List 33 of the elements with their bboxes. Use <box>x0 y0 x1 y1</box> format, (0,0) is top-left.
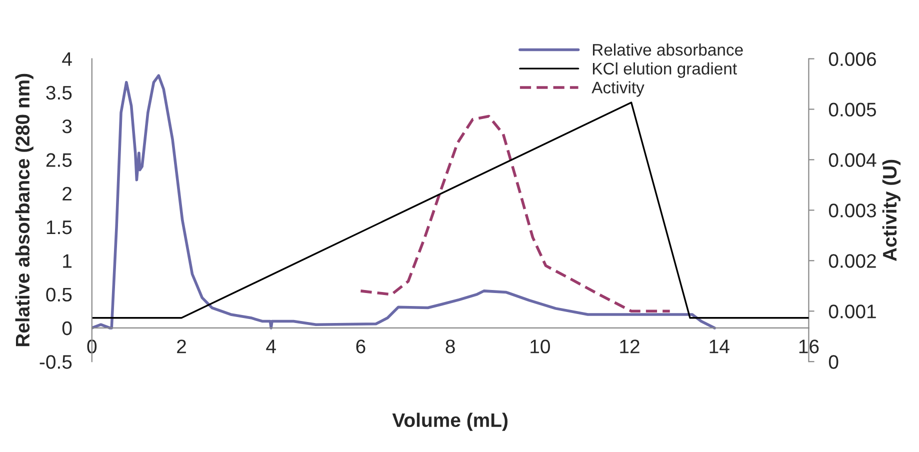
y2-axis-title: Activity (U) <box>882 160 900 262</box>
y-tick-label: 2.5 <box>46 153 72 167</box>
y2-tick-label: 0.002 <box>828 254 876 268</box>
legend-label: KCl elution gradient <box>592 62 737 78</box>
x-axis-title: Volume (mL) <box>392 412 508 431</box>
y2-tick-label: 0.003 <box>828 204 876 218</box>
y-tick-label: 0.5 <box>46 288 72 302</box>
y-tick-label: 4 <box>62 52 72 66</box>
y-tick-label: 2 <box>62 186 72 200</box>
y-tick-label: 3.5 <box>46 86 72 100</box>
y2-tick-label: 0.004 <box>828 153 876 167</box>
y-tick-label: 3 <box>62 120 72 134</box>
y2-tick-label: 0.006 <box>828 52 876 66</box>
x-tick-label: 14 <box>710 340 730 354</box>
legend-label: Relative absorbance <box>592 43 743 56</box>
y2-tick-label: 0 <box>828 355 838 369</box>
y2-tick-label: 0.005 <box>828 102 876 116</box>
y-axis-title: Relative absorbance (280 nm) <box>15 74 34 346</box>
x-tick-label: 2 <box>177 340 186 354</box>
legend-label: Activity <box>592 81 644 97</box>
x-tick-label: 10 <box>530 340 550 354</box>
x-tick-label: 12 <box>620 340 640 354</box>
y-tick-label: 1 <box>63 254 72 268</box>
y2-tick-label: 0.001 <box>828 304 876 318</box>
line-series <box>359 114 672 313</box>
x-tick-label: 8 <box>446 340 455 354</box>
x-tick-label: 4 <box>266 340 276 354</box>
y-tick-label: 1.5 <box>46 220 72 234</box>
x-tick-label: 0 <box>87 340 97 354</box>
x-tick-label: 6 <box>356 340 366 354</box>
y-tick-label: 0 <box>62 321 72 336</box>
y-tick-label: -0.5 <box>40 355 72 369</box>
x-tick-label: 16 <box>799 340 819 354</box>
